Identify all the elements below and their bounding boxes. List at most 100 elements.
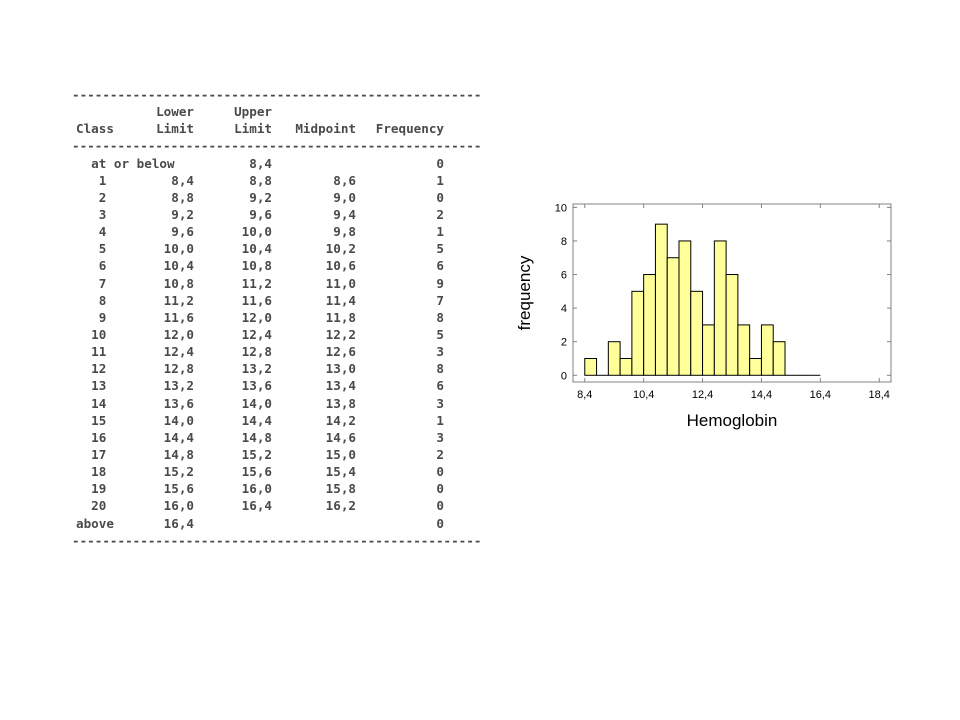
table-row: 9 11,6 12,0 11,8 8 [72, 309, 482, 326]
cell-midpoint: 11,8 [325, 309, 356, 325]
histogram-chart: 8,4 10,4 12,4 14,4 16,4 18,4 0 2 4 6 8 10 Hemoglobin… [515, 202, 892, 430]
table-row: 17 14,8 15,2 15,0 2 [72, 446, 482, 463]
cell-class: 4 [76, 224, 107, 240]
y-tick-label: 2 [561, 337, 567, 349]
table-rule-header: ----------------------------------------… [72, 138, 482, 154]
cell-upper: 11,2 [241, 275, 272, 291]
cell-upper: 10,4 [241, 241, 272, 257]
cell-upper: 12,4 [241, 326, 272, 342]
histogram-bar [643, 274, 656, 376]
frequency-table: ----------------------------------------… [72, 86, 482, 549]
cell-lower: 8,4 [171, 172, 194, 188]
cell-lower: Lower [156, 104, 194, 120]
table-row: at or below 8,4 0 [72, 155, 482, 172]
cell-midpoint: 11,4 [325, 292, 356, 308]
cell-class: Class [76, 121, 114, 137]
cell-upper: 13,2 [241, 361, 272, 377]
y-axis-label: frequency [515, 255, 534, 330]
cell-upper: 13,6 [241, 378, 272, 394]
cell-class: 12 [76, 361, 107, 377]
table-row: 8 11,2 11,6 11,4 7 [72, 292, 482, 309]
cell-midpoint: 9,0 [333, 189, 356, 205]
x-tick-label: 18,4 [869, 389, 890, 401]
cell-midpoint: 13,4 [325, 378, 356, 394]
cell-class: 16 [76, 429, 107, 445]
cell-class: 17 [76, 446, 107, 462]
y-tick-label: 6 [561, 270, 567, 282]
cell-frequency: 0 [436, 155, 444, 171]
cell-frequency: 7 [436, 292, 444, 308]
y-tick-label: 8 [561, 236, 567, 248]
cell-class: 13 [76, 378, 107, 394]
cell-midpoint: 10,2 [325, 241, 356, 257]
cell-midpoint: 12,6 [325, 344, 356, 360]
cell-class: 14 [76, 395, 107, 411]
cell-class: 15 [76, 412, 107, 428]
cell-upper: Limit [234, 121, 272, 137]
cell-lower: 9,6 [171, 224, 194, 240]
cell-lower: 11,2 [163, 292, 194, 308]
cell-upper: 8,4 [249, 155, 272, 171]
table-row: 12 12,8 13,2 13,0 8 [72, 360, 482, 377]
cell-lower: 10,8 [163, 275, 194, 291]
table-rule-bottom: ----------------------------------------… [72, 532, 482, 548]
table-row: 16 14,4 14,8 14,6 3 [72, 429, 482, 446]
table-row: 2 8,8 9,2 9,0 0 [72, 189, 482, 206]
cell-lower: 15,2 [163, 464, 194, 480]
table-row: 14 13,6 14,0 13,8 3 [72, 395, 482, 412]
cell-upper: 16,0 [241, 481, 272, 497]
cell-upper: 12,0 [241, 309, 272, 325]
cell-class: 6 [76, 258, 107, 274]
cell-frequency: Frequency [375, 121, 444, 137]
cell-midpoint: 11,0 [325, 275, 356, 291]
x-axis-label: Hemoglobin [687, 411, 778, 430]
cell-class: 20 [76, 498, 107, 514]
cell-upper: 10,0 [241, 224, 272, 240]
cell-lower: 11,6 [163, 309, 194, 325]
cell-frequency: 1 [436, 172, 444, 188]
cell-upper: 15,2 [241, 446, 272, 462]
histogram-bar [749, 357, 762, 376]
cell-frequency: 3 [436, 344, 444, 360]
histogram-bar [654, 223, 668, 376]
cell-class: 19 [76, 481, 107, 497]
table-row: 18 15,2 15,6 15,4 0 [72, 463, 482, 480]
cell-lower: 12,8 [163, 361, 194, 377]
cell-frequency: 0 [436, 189, 444, 205]
table-row: 3 9,2 9,6 9,4 2 [72, 206, 482, 223]
cell-frequency: 5 [436, 326, 444, 342]
cell-lower: 14,0 [163, 412, 194, 428]
cell-lower: 16,4 [163, 515, 194, 531]
cell-upper: 15,6 [241, 464, 272, 480]
x-tick-label: 12,4 [692, 389, 713, 401]
table-row: above 16,4 0 [72, 515, 482, 532]
cell-lower: 16,0 [163, 498, 194, 514]
histogram-bar [619, 357, 633, 376]
cell-midpoint: 10,6 [325, 258, 356, 274]
cell-lower: 12,4 [163, 344, 194, 360]
cell-midpoint: 15,4 [325, 464, 356, 480]
cell-midpoint: 14,2 [325, 412, 356, 428]
cell-frequency: 1 [436, 412, 444, 428]
cell-frequency: 6 [436, 258, 444, 274]
cell-class: 18 [76, 464, 107, 480]
cell-class: 3 [76, 206, 107, 222]
histogram-bar [666, 257, 680, 376]
cell-upper: 10,8 [241, 258, 272, 274]
cell-lower: 10,0 [163, 241, 194, 257]
cell-upper: 14,4 [241, 412, 272, 428]
cell-frequency: 8 [436, 361, 444, 377]
cell-upper: 14,0 [241, 395, 272, 411]
y-tick-label: 0 [561, 370, 567, 382]
cell-class: 7 [76, 275, 107, 291]
histogram-bar [584, 357, 598, 376]
y-tick-label: 10 [555, 202, 567, 214]
cell-upper: 14,8 [241, 429, 272, 445]
cell-frequency: 0 [436, 515, 444, 531]
cell-frequency: 5 [436, 241, 444, 257]
cell-frequency: 3 [436, 395, 444, 411]
cell-class: 11 [76, 344, 107, 360]
cell-class: 2 [76, 189, 107, 205]
histogram-bar [737, 324, 751, 376]
cell-frequency: 9 [436, 275, 444, 291]
